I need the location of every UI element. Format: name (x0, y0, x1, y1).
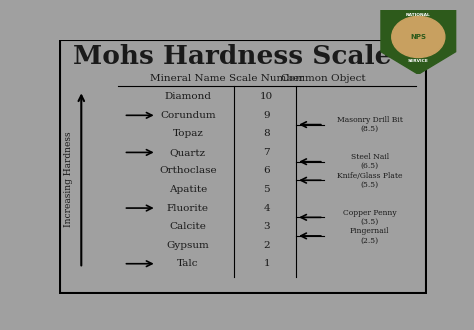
Text: 8: 8 (264, 129, 270, 138)
Text: Scale Number: Scale Number (229, 75, 304, 83)
Text: NATIONAL: NATIONAL (406, 13, 431, 17)
Text: Fluorite: Fluorite (167, 204, 209, 213)
Text: NPS: NPS (410, 34, 426, 40)
Text: 10: 10 (260, 92, 273, 101)
Text: SERVICE: SERVICE (408, 59, 429, 63)
Circle shape (392, 16, 445, 57)
Text: Diamond: Diamond (164, 92, 211, 101)
Text: Steel Nail
(6.5): Steel Nail (6.5) (351, 153, 389, 170)
Text: Gypsum: Gypsum (166, 241, 209, 250)
Text: Apatite: Apatite (169, 185, 207, 194)
Text: Masonry Drill Bit
(8.5): Masonry Drill Bit (8.5) (337, 116, 402, 133)
Text: Corundum: Corundum (160, 111, 216, 120)
Text: Fingernail
(2.5): Fingernail (2.5) (350, 227, 390, 245)
Text: Increasing Hardness: Increasing Hardness (64, 132, 73, 227)
Text: 6: 6 (264, 166, 270, 176)
Text: Copper Penny
(3.5): Copper Penny (3.5) (343, 209, 396, 226)
Polygon shape (381, 10, 456, 74)
Text: Topaz: Topaz (173, 129, 203, 138)
Text: Orthoclase: Orthoclase (159, 166, 217, 176)
Text: 7: 7 (264, 148, 270, 157)
Text: Mineral Name: Mineral Name (150, 75, 226, 83)
Text: 4: 4 (264, 204, 270, 213)
Text: Common Object: Common Object (282, 75, 366, 83)
Text: 2: 2 (264, 241, 270, 250)
Text: Quartz: Quartz (170, 148, 206, 157)
Text: Talc: Talc (177, 259, 199, 268)
Text: Calcite: Calcite (169, 222, 206, 231)
Text: Knife/Glass Plate
(5.5): Knife/Glass Plate (5.5) (337, 172, 402, 189)
Text: 9: 9 (264, 111, 270, 120)
Text: 1: 1 (264, 259, 270, 268)
Text: 5: 5 (264, 185, 270, 194)
Text: Mohs Hardness Scale: Mohs Hardness Scale (73, 44, 391, 69)
Text: 3: 3 (264, 222, 270, 231)
